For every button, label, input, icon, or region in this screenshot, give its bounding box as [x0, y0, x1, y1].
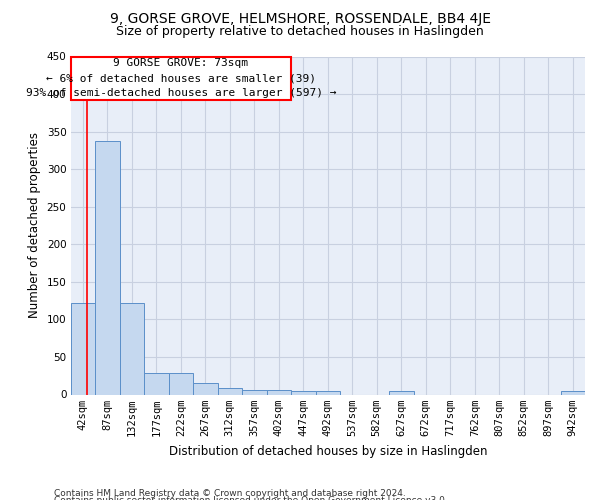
X-axis label: Distribution of detached houses by size in Haslingden: Distribution of detached houses by size … — [169, 444, 487, 458]
Bar — [71, 303, 95, 394]
Bar — [291, 392, 316, 394]
Bar — [169, 372, 193, 394]
Bar — [218, 388, 242, 394]
Bar — [389, 390, 413, 394]
Text: 9, GORSE GROVE, HELMSHORE, ROSSENDALE, BB4 4JE: 9, GORSE GROVE, HELMSHORE, ROSSENDALE, B… — [110, 12, 491, 26]
Bar — [119, 303, 144, 394]
Bar — [316, 392, 340, 394]
FancyBboxPatch shape — [71, 56, 291, 100]
Text: Contains public sector information licensed under the Open Government Licence v3: Contains public sector information licen… — [54, 496, 448, 500]
Bar — [560, 392, 585, 394]
Bar — [266, 390, 291, 394]
Text: 9 GORSE GROVE: 73sqm
← 6% of detached houses are smaller (39)
93% of semi-detach: 9 GORSE GROVE: 73sqm ← 6% of detached ho… — [26, 58, 336, 98]
Text: Contains HM Land Registry data © Crown copyright and database right 2024.: Contains HM Land Registry data © Crown c… — [54, 488, 406, 498]
Text: Size of property relative to detached houses in Haslingden: Size of property relative to detached ho… — [116, 25, 484, 38]
Bar — [95, 140, 119, 394]
Bar — [242, 390, 266, 394]
Bar — [144, 372, 169, 394]
Bar — [193, 383, 218, 394]
Y-axis label: Number of detached properties: Number of detached properties — [28, 132, 41, 318]
